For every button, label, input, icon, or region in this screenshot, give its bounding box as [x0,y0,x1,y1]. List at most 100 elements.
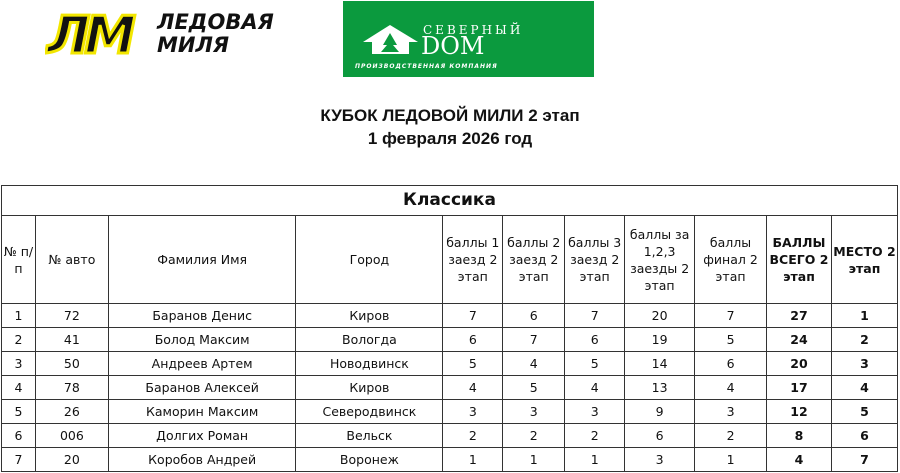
table-row: 2 41 Болод Максим Вологда 6 7 6 19 5 24 2 [1,327,899,352]
table-cell: 50 [34,351,109,376]
header-row: № п/п № авто Фамилия Имя Город баллы 1 заезд… [1,215,899,304]
table-cell: 4 [442,375,504,400]
table-cell: Коробов Андрей [107,447,297,472]
table-row: 6 006 Долгих Роман Вельск 2 2 2 6 2 8 6 [1,423,899,448]
table-row: 5 26 Каморин Максим Северодвинск 3 3 3 9 3 12 5 [1,399,899,424]
table-cell: Воронеж [295,447,444,472]
table-cell: 1 [830,303,899,328]
table-cell: 4 [502,351,566,376]
logo-text-top: СЕВЕРНЫЙ [423,23,524,37]
table-cell: Каморин Максим [107,399,297,424]
column-header: № авто [34,215,109,304]
table-cell: 4 [694,375,767,400]
table-cell: Андреев Артем [107,351,297,376]
table-cell: 24 [766,327,832,352]
table-row: 7 20 Коробов Андрей Воронеж 1 1 1 3 1 4 7 [1,447,899,472]
column-header: Город [295,215,444,304]
table-cell: 6 [694,351,767,376]
table-cell: 2 [1,327,36,352]
table-cell: Новодвинск [295,351,444,376]
table-row: 1 72 Баранов Денис Киров 7 6 7 20 7 27 1 [1,303,899,328]
table-cell: 2 [694,423,767,448]
table-cell: 41 [34,327,109,352]
table-cell: 7 [502,327,566,352]
svg-text:ЛЕДОВАЯ: ЛЕДОВАЯ [156,10,274,34]
results-table: Классика № п/п № авто Фамилия Имя Город балл… [1,185,899,472]
table-row: 4 78 Баранов Алексей Киров 4 5 4 13 4 17 4 [1,375,899,400]
table-cell: 20 [766,351,832,376]
table-cell: 6 [624,423,696,448]
table-cell: 3 [1,351,36,376]
column-header: баллы 2 заезд 2 этап [502,215,566,304]
table-cell: 2 [564,423,626,448]
table-cell: 5 [564,351,626,376]
table-cell: 2 [442,423,504,448]
table-cell: 6 [564,327,626,352]
table-cell: 4 [1,375,36,400]
table-cell: 20 [624,303,696,328]
column-header: МЕСТО 2 этап [830,215,899,304]
table-cell: 5 [502,375,566,400]
table-cell: 6 [830,423,899,448]
table-cell: 7 [1,447,36,472]
table-cell: 1 [694,447,767,472]
table-cell: Долгих Роман [107,423,297,448]
logo-text-main: DOM [421,32,485,60]
table-cell: Баранов Денис [107,303,297,328]
column-header: баллы финал 2 этап [694,215,767,304]
table-cell: 1 [442,447,504,472]
table-caption: Классика [1,185,898,216]
table-cell: 7 [442,303,504,328]
table-cell: 17 [766,375,832,400]
table-cell: Баранов Алексей [107,375,297,400]
table-cell: 5 [442,351,504,376]
table-cell: 20 [34,447,109,472]
table-cell: Болод Максим [107,327,297,352]
table-cell: 72 [34,303,109,328]
table-cell: Киров [295,375,444,400]
table-cell: 6 [442,327,504,352]
table-cell: 3 [830,351,899,376]
severny-dom-logo: СЕВЕРНЫЙ DOM ПРОИЗВОДСТВЕННАЯ КОМПАНИЯ [343,1,594,77]
table-cell: Киров [295,303,444,328]
table-cell: 3 [564,399,626,424]
column-header: баллы за 1,2,3 заезды 2 этап [624,215,696,304]
column-header: баллы 1 заезд 2 этап [442,215,504,304]
table-cell: 2 [502,423,566,448]
table-cell: 3 [442,399,504,424]
table-cell: 1 [1,303,36,328]
table-cell: 6 [1,423,36,448]
ledovaya-milya-logo: ЛМ ЛЕДОВАЯ МИЛЯ [44,5,275,68]
table-cell: 6 [502,303,566,328]
table-cell: 4 [766,447,832,472]
table-cell: Северодвинск [295,399,444,424]
table-cell: 4 [830,375,899,400]
column-header: № п/п [1,215,36,304]
table-cell: 5 [1,399,36,424]
column-header: Фамилия Имя [107,215,297,304]
table-cell: 006 [34,423,109,448]
table-cell: 27 [766,303,832,328]
table-cell: 12 [766,399,832,424]
table-cell: 14 [624,351,696,376]
table-cell: 78 [34,375,109,400]
table-cell: 3 [624,447,696,472]
table-cell: 1 [502,447,566,472]
column-header: баллы 3 заезд 2 этап [564,215,626,304]
svg-text:МИЛЯ: МИЛЯ [157,33,229,57]
table-cell: 26 [34,399,109,424]
table-cell: 7 [830,447,899,472]
table-row: 3 50 Андреев Артем Новодвинск 5 4 5 14 6 20 3 [1,351,899,376]
column-header: БАЛЛЫ ВСЕГО 2 этап [766,215,832,304]
table-cell: Вельск [295,423,444,448]
table-cell: 4 [564,375,626,400]
table-cell: 2 [830,327,899,352]
table-cell: 7 [564,303,626,328]
table-cell: 3 [502,399,566,424]
page-date: 1 февраля 2026 год [367,129,533,148]
table-cell: 9 [624,399,696,424]
logo-text-sub: ПРОИЗВОДСТВЕННАЯ КОМПАНИЯ [355,63,498,70]
table-cell: 5 [830,399,899,424]
table-cell: 1 [564,447,626,472]
table-cell: 8 [766,423,832,448]
